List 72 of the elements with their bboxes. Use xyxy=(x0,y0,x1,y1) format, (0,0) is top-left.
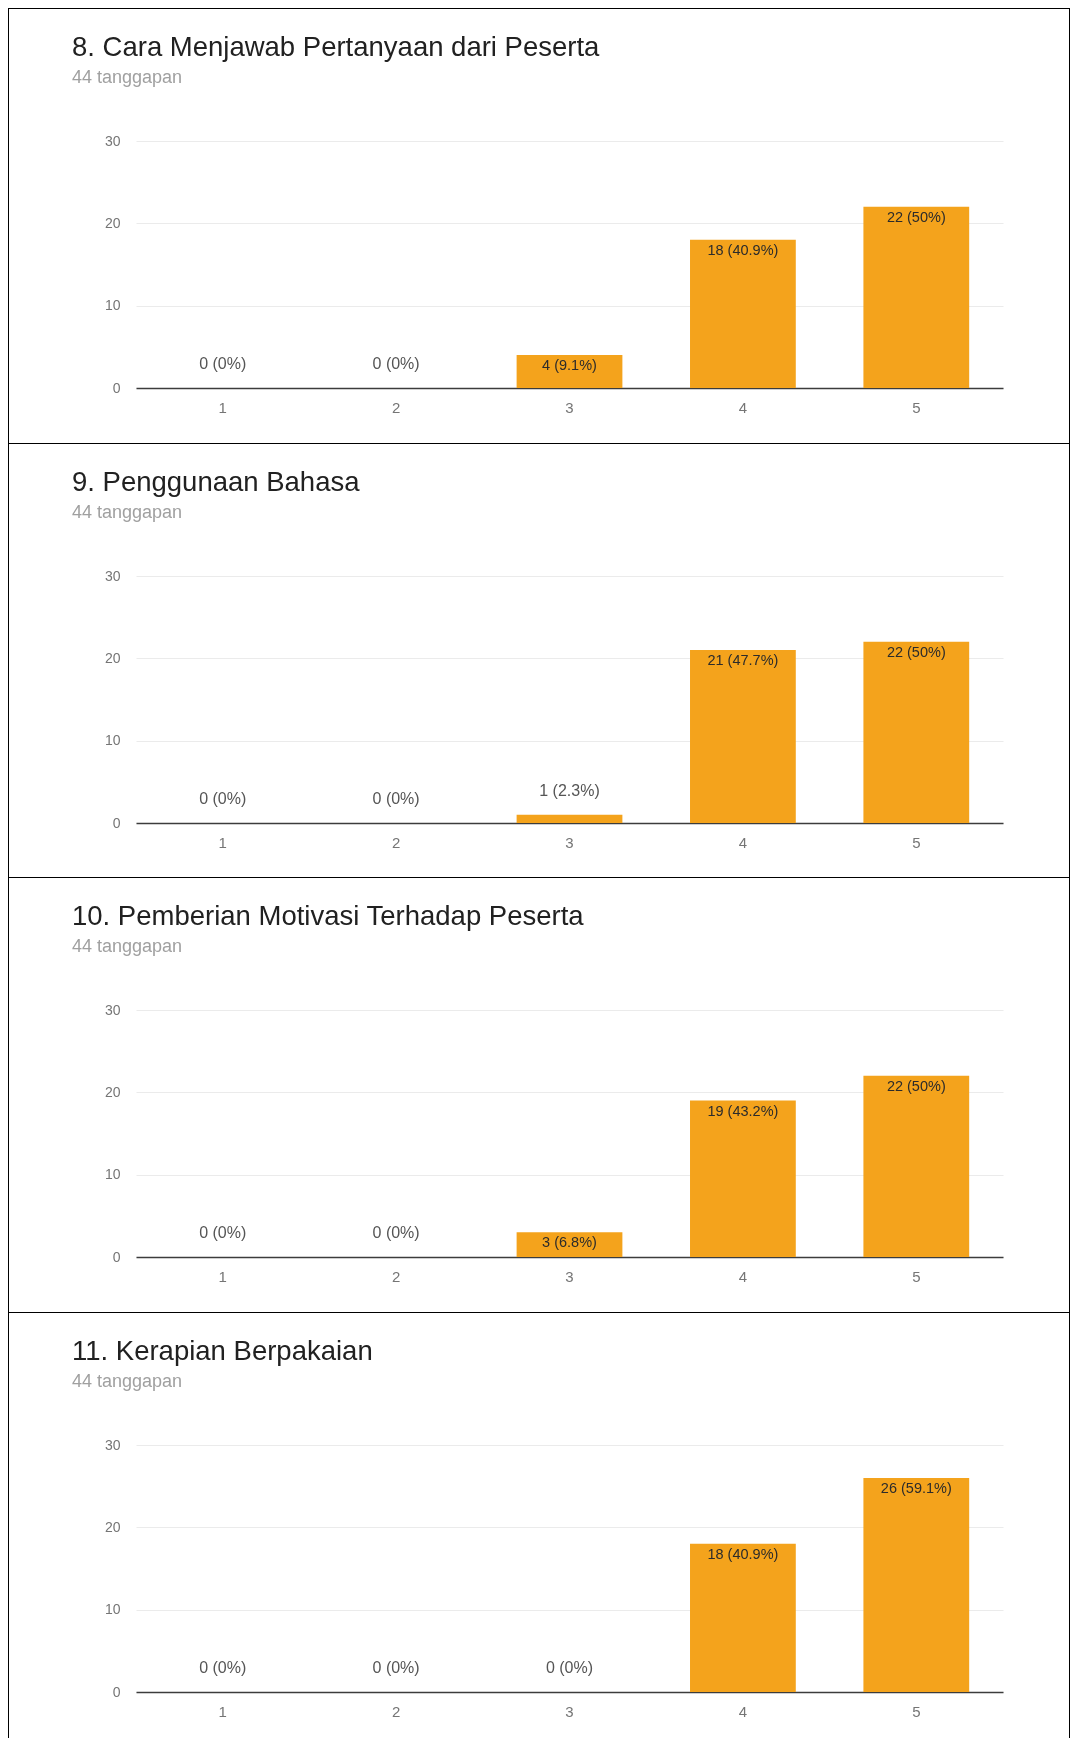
x-tick-label: 4 xyxy=(738,398,748,416)
y-tick-label: 30 xyxy=(104,132,121,149)
bar xyxy=(690,1100,796,1257)
x-tick-label: 2 xyxy=(391,1702,401,1719)
data-label: 22 (50%) xyxy=(886,643,946,660)
y-tick-label: 10 xyxy=(104,1166,121,1183)
data-label: 22 (50%) xyxy=(886,208,946,225)
chart-subtitle: 44 tanggapan xyxy=(72,1370,183,1391)
data-label: 19 (43.2%) xyxy=(707,1102,779,1119)
data-label: 18 (40.9%) xyxy=(707,1545,779,1562)
x-tick-label: 5 xyxy=(912,398,921,416)
x-tick-label: 5 xyxy=(912,833,921,850)
bar xyxy=(863,641,970,823)
x-tick-label: 4 xyxy=(738,1267,748,1285)
x-tick-label: 1 xyxy=(218,833,227,850)
chart-title: 9. Penggunaan Bahasa xyxy=(72,465,361,496)
chart-title: 11. Kerapian Berpakaian xyxy=(72,1334,373,1365)
x-tick-label: 1 xyxy=(218,1702,227,1719)
bar xyxy=(516,814,623,823)
y-tick-label: 10 xyxy=(104,297,121,314)
bar xyxy=(690,239,796,388)
x-tick-label: 3 xyxy=(565,1267,574,1285)
data-label: 0 (0%) xyxy=(199,355,247,372)
data-label: 0 (0%) xyxy=(372,1224,420,1241)
x-tick-label: 2 xyxy=(391,398,401,416)
data-label: 22 (50%) xyxy=(886,1077,946,1094)
chart-subtitle: 44 tanggapan xyxy=(72,67,183,87)
data-label: 0 (0%) xyxy=(372,1658,420,1676)
x-tick-label: 5 xyxy=(912,1702,921,1719)
x-tick-label: 5 xyxy=(912,1267,921,1285)
x-tick-label: 3 xyxy=(565,398,574,416)
x-tick-label: 4 xyxy=(738,1702,748,1719)
bar xyxy=(863,1075,970,1257)
bar xyxy=(863,206,970,388)
y-tick-label: 30 xyxy=(104,1436,121,1452)
x-tick-label: 1 xyxy=(218,398,227,416)
y-tick-label: 30 xyxy=(104,567,121,583)
chart-title: 10. Pemberian Motivasi Terhadap Peserta xyxy=(72,899,585,931)
data-label: 0 (0%) xyxy=(545,1658,594,1676)
y-tick-label: 0 xyxy=(112,814,121,830)
y-tick-label: 10 xyxy=(104,1600,121,1617)
data-label: 18 (40.9%) xyxy=(707,241,779,258)
y-tick-label: 30 xyxy=(104,1001,121,1018)
data-label: 0 (0%) xyxy=(199,1224,247,1241)
y-tick-label: 0 xyxy=(112,1248,121,1265)
bar xyxy=(690,649,796,823)
data-label: 0 (0%) xyxy=(199,789,247,807)
data-label: 0 (0%) xyxy=(199,1658,247,1676)
y-tick-label: 20 xyxy=(104,1518,121,1535)
data-label: 3 (6.8%) xyxy=(542,1234,597,1251)
x-tick-label: 2 xyxy=(391,1267,401,1285)
y-tick-label: 20 xyxy=(104,649,121,666)
data-label: 4 (9.1%) xyxy=(542,357,597,374)
chart-subtitle: 44 tanggapan xyxy=(72,501,183,522)
x-tick-label: 3 xyxy=(565,1702,574,1719)
data-label: 0 (0%) xyxy=(372,789,420,807)
y-tick-label: 10 xyxy=(104,731,121,748)
y-tick-label: 20 xyxy=(104,1083,121,1100)
y-tick-label: 0 xyxy=(112,1683,121,1699)
data-label: 21 (47.7%) xyxy=(707,651,779,668)
data-label: 1 (2.3%) xyxy=(539,781,600,799)
data-label: 26 (59.1%) xyxy=(880,1479,952,1496)
y-tick-label: 0 xyxy=(112,379,121,396)
x-tick-label: 3 xyxy=(565,833,574,850)
chart-subtitle: 44 tanggapan xyxy=(72,936,183,956)
chart-title: 8. Cara Menjawab Pertanyaan dari Peserta xyxy=(72,30,601,62)
x-tick-label: 4 xyxy=(738,833,748,850)
data-label: 0 (0%) xyxy=(372,355,420,372)
bar xyxy=(516,355,623,388)
y-tick-label: 20 xyxy=(104,214,121,231)
x-tick-label: 2 xyxy=(391,833,401,850)
x-tick-label: 1 xyxy=(218,1267,227,1285)
